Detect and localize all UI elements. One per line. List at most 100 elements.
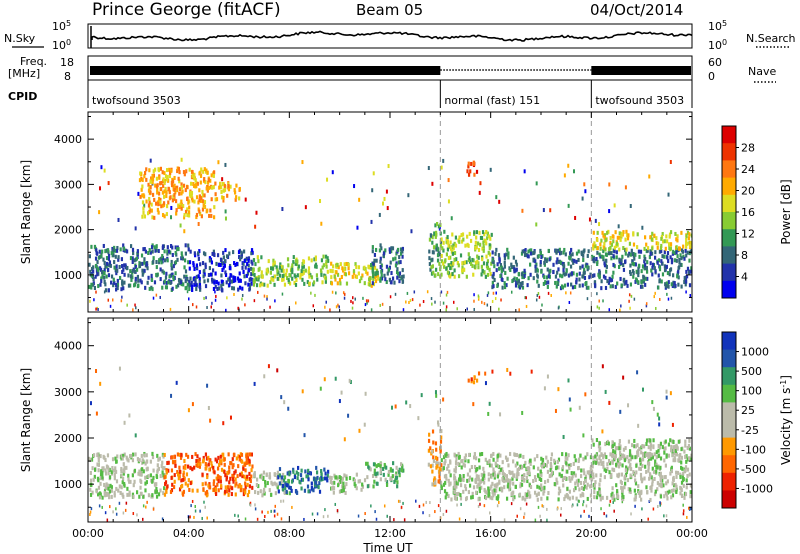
echo-cell <box>280 479 283 484</box>
clutter-point <box>96 306 99 310</box>
echo-cell <box>292 255 295 260</box>
clutter-point <box>665 514 668 518</box>
echo-cell <box>689 244 692 249</box>
echo-cell <box>585 281 588 286</box>
echo-cell <box>654 250 657 255</box>
echo-cell <box>200 167 203 172</box>
echo-cell <box>577 466 580 471</box>
echo-cell <box>163 475 166 480</box>
echo-cell <box>111 465 114 470</box>
echo-cell <box>669 471 672 476</box>
clutter-point <box>408 301 410 305</box>
echo-cell <box>533 475 537 480</box>
echo-cell <box>385 480 389 485</box>
clutter-point <box>413 290 416 294</box>
echo-cell <box>205 456 209 461</box>
echo-cell <box>123 452 126 457</box>
echo-cell <box>445 266 448 271</box>
echo-cell <box>568 476 571 481</box>
echo-cell <box>253 472 256 477</box>
echo-cell <box>536 497 539 502</box>
echo-cell <box>457 263 460 268</box>
echo-cell <box>592 243 595 248</box>
echo-cell <box>622 447 626 452</box>
echo-cell <box>110 274 114 279</box>
echo-cell <box>332 490 335 495</box>
echo-cell <box>199 211 202 216</box>
clutter-point <box>352 296 354 300</box>
echo-cell <box>495 268 498 273</box>
echo-cell <box>571 252 574 257</box>
echo-cell <box>557 497 560 502</box>
echo-cell <box>566 282 570 287</box>
echo-cell <box>472 161 475 166</box>
echo-cell <box>616 489 619 494</box>
echo-cell <box>138 469 141 474</box>
echo-cell <box>526 254 529 259</box>
echo-cell <box>637 273 640 278</box>
echo-cell <box>199 180 202 185</box>
echo-cell <box>155 272 158 277</box>
echo-cell <box>220 273 223 278</box>
echo-cell <box>147 251 150 256</box>
clutter-point <box>352 301 354 305</box>
colorbar-tick-label: 500 <box>741 365 762 378</box>
echo-cell <box>490 232 493 237</box>
clutter-point <box>343 296 346 300</box>
echo-cell <box>670 257 674 262</box>
echo-cell <box>293 475 297 480</box>
scatter-point <box>98 210 101 215</box>
scatter-point <box>99 186 102 191</box>
echo-cell <box>460 239 464 244</box>
echo-cell <box>140 176 143 181</box>
echo-cell <box>355 472 358 477</box>
echo-cell <box>151 493 154 498</box>
echo-cell <box>471 477 474 482</box>
echo-cell <box>285 268 288 273</box>
echo-cell <box>537 491 540 496</box>
scatter-point <box>665 395 668 400</box>
echo-cell <box>446 466 449 471</box>
clutter-point <box>405 300 407 304</box>
echo-cell <box>287 479 291 484</box>
echo-cell <box>609 236 612 241</box>
echo-cell <box>260 255 263 260</box>
clutter-point <box>596 292 598 296</box>
echo-cell <box>225 254 229 259</box>
echo-cell <box>434 230 438 235</box>
echo-cell <box>670 495 673 500</box>
echo-cell <box>559 250 563 255</box>
echo-cell <box>323 476 327 481</box>
echo-cell <box>689 483 692 488</box>
echo-cell <box>255 277 258 282</box>
echo-cell <box>391 468 394 473</box>
echo-cell <box>113 245 116 250</box>
echo-cell <box>177 176 180 181</box>
echo-cell <box>661 478 664 483</box>
echo-cell <box>438 478 441 483</box>
echo-cell <box>451 245 454 250</box>
clutter-point <box>518 308 520 312</box>
echo-cell <box>672 280 675 285</box>
echo-cell <box>660 484 663 489</box>
echo-cell <box>663 250 666 255</box>
echo-cell <box>611 467 614 472</box>
echo-cell <box>607 251 610 256</box>
echo-cell <box>686 230 690 235</box>
echo-cell <box>619 453 622 458</box>
echo-cell <box>671 453 674 458</box>
echo-cell <box>667 242 671 247</box>
echo-cell <box>546 478 550 483</box>
echo-cell <box>484 457 487 462</box>
echo-cell <box>439 449 442 454</box>
echo-cell <box>525 492 529 497</box>
echo-cell <box>155 482 158 487</box>
clutter-point <box>481 300 483 304</box>
echo-cell <box>138 458 141 463</box>
echo-cell <box>491 280 494 285</box>
echo-cell <box>571 474 574 479</box>
echo-cell <box>95 248 98 253</box>
echo-cell <box>251 485 254 490</box>
echo-cell <box>138 263 142 268</box>
echo-cell <box>98 266 102 271</box>
